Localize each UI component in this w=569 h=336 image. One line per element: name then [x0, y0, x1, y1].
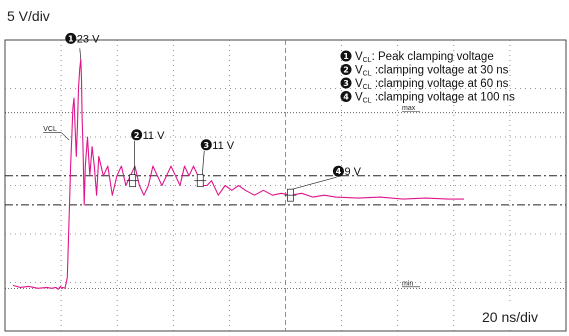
- legend-text: VCL :clamping voltage at 60 ns: [355, 78, 509, 91]
- annotation-label: 11 V: [212, 140, 234, 152]
- legend-item-4: 4 VCL :clamping voltage at 100 ns: [340, 91, 515, 105]
- legend-text: VCL :clamping voltage at 30 ns: [355, 65, 509, 78]
- reference-line-label-max: max: [402, 105, 416, 112]
- annotation-1: 1 23 V: [65, 32, 100, 60]
- legend-item-1: 1 VCL: Peak clamping voltage: [340, 50, 494, 64]
- reference-line-label-min: min: [402, 280, 413, 287]
- annotation-leader: [79, 48, 82, 60]
- legend-badge: [340, 91, 352, 102]
- annotation-label: 23 V: [77, 33, 100, 45]
- annotation-badge: [131, 129, 143, 141]
- legend-badge-number: 2: [343, 66, 349, 75]
- waveform-trace: VCL: [12, 58, 464, 290]
- legend-item-3: 3 VCL :clamping voltage at 60 ns: [340, 77, 509, 91]
- legend: 1 VCL: Peak clamping voltage 2 VCL :clampin…: [340, 50, 515, 105]
- legend-badge: [340, 64, 352, 75]
- marker-cursor-3: [194, 174, 207, 188]
- annotations: 1 23 V2 11 V3 11 V4 9 V: [65, 32, 362, 190]
- reference-lines: max min: [5, 105, 566, 289]
- legend-item-2: 2 VCL :clamping voltage at 30 ns: [340, 64, 509, 78]
- vertical-scale-label: 5 V/div: [7, 8, 50, 24]
- annotation-badge-number: 3: [203, 141, 209, 150]
- waveform-line: [12, 58, 464, 290]
- legend-badge-number: 1: [343, 52, 349, 61]
- legend-text: VCL: Peak clamping voltage: [355, 51, 494, 64]
- annotation-badge-number: 2: [134, 131, 140, 140]
- vcl-label: VCL: [43, 126, 57, 133]
- annotation-leader: [292, 176, 337, 190]
- legend-badge-number: 4: [343, 93, 349, 102]
- annotation-badge-number: 1: [68, 34, 74, 43]
- annotation-3: 3 11 V: [200, 139, 235, 175]
- annotation-badge: [200, 139, 212, 151]
- annotation-badge-number: 4: [336, 167, 342, 176]
- annotation-leader: [201, 150, 205, 175]
- annotation-badge: [332, 165, 344, 177]
- graticule: [5, 40, 566, 331]
- timebase-box: [474, 302, 564, 328]
- annotation-badge: [65, 32, 77, 44]
- legend-text: VCL :clamping voltage at 100 ns: [355, 92, 515, 105]
- cursor-markers: [126, 174, 297, 202]
- vcl-label-leader: [61, 132, 70, 141]
- annotation-label: 9 V: [344, 166, 361, 178]
- legend-badge: [340, 77, 352, 89]
- legend-badge: [340, 50, 352, 62]
- annotation-label: 11 V: [143, 130, 165, 142]
- legend-badge-number: 3: [343, 79, 349, 88]
- annotation-2: 2 11 V: [131, 129, 165, 175]
- marker-cursor-4: [284, 188, 297, 202]
- marker-cursor-2: [126, 174, 139, 188]
- horizontal-scale-label: 20 ns/div: [482, 309, 538, 325]
